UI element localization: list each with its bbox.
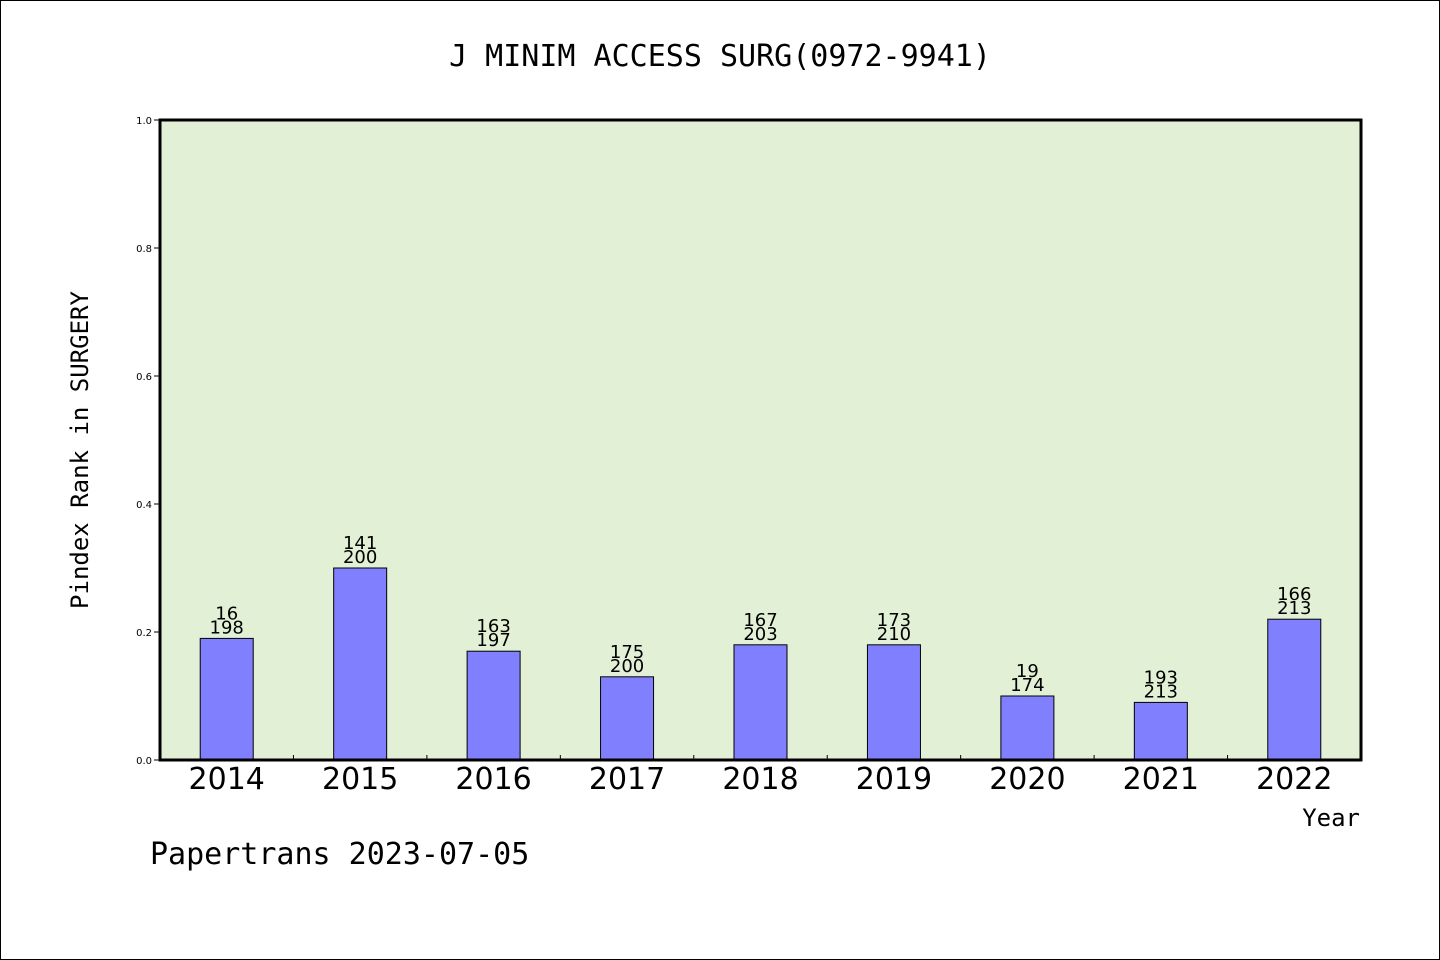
bar-label-rank: 193 (1144, 667, 1178, 688)
bar-label-rank: 141 (343, 533, 377, 554)
bar-label-total: 203 (743, 624, 777, 645)
y-axis-label: Pindex Rank in SURGERY (66, 291, 94, 609)
bar-label-rank: 167 (743, 610, 777, 631)
y-axis-ticks: 0.0 0.2 0.4 0.6 0.8 1.0 (136, 116, 160, 767)
plot-border (158, 118, 1363, 762)
bar-label-total: 198 (210, 617, 244, 638)
bar (466, 650, 521, 761)
x-axis-ticks: 2014 2015 2016 2017 2018 2019 2020 2021 2022 (189, 755, 1332, 797)
bar-label-total: 197 (476, 630, 510, 651)
bar (199, 637, 254, 761)
x-tick-label: 2021 (1123, 762, 1199, 797)
bar-label-total: 213 (1277, 598, 1311, 619)
y-tick-label: 0.6 (136, 372, 152, 383)
y-tick-label: 0.8 (136, 244, 152, 255)
bar-label-rank: 16 (215, 603, 238, 624)
bar-label-rank: 175 (610, 642, 644, 663)
bar (1133, 701, 1188, 761)
x-axis-label: Year (1302, 804, 1360, 832)
bars (199, 567, 1322, 761)
bar (333, 567, 388, 761)
watermark-text: Papertrans 2023-07-05 (150, 837, 529, 872)
x-tick-label: 2022 (1256, 762, 1332, 797)
bar-label-rank: 166 (1277, 584, 1311, 605)
bar (600, 676, 655, 761)
y-tick-label: 0.4 (136, 500, 152, 511)
x-tick-label: 2014 (189, 762, 265, 797)
bar-label-total: 174 (1010, 675, 1044, 696)
x-tick-label: 2020 (989, 762, 1065, 797)
bar-label-rank: 173 (877, 610, 911, 631)
bar-label-total: 200 (610, 656, 644, 677)
chart-title: J MINIM ACCESS SURG(0972-9941) (449, 39, 991, 74)
x-tick-label: 2019 (856, 762, 932, 797)
y-tick-label: 1.0 (136, 116, 152, 127)
bar (733, 644, 788, 761)
bar (1000, 695, 1055, 761)
x-tick-label: 2018 (722, 762, 798, 797)
bar (866, 644, 921, 761)
y-tick-label: 0.2 (136, 628, 152, 639)
x-tick-label: 2015 (322, 762, 398, 797)
bar-label-rank: 163 (476, 616, 510, 637)
bar-label-total: 210 (877, 624, 911, 645)
y-tick-label: 0.0 (136, 756, 152, 767)
bar-label-total: 213 (1144, 681, 1178, 702)
data-labels: 1619814120016319717520016720317321019174… (210, 533, 1312, 702)
bar-label-total: 200 (343, 547, 377, 568)
x-tick-label: 2017 (589, 762, 665, 797)
x-tick-label: 2016 (455, 762, 531, 797)
bar-label-rank: 19 (1016, 661, 1039, 682)
bar (1267, 618, 1322, 761)
